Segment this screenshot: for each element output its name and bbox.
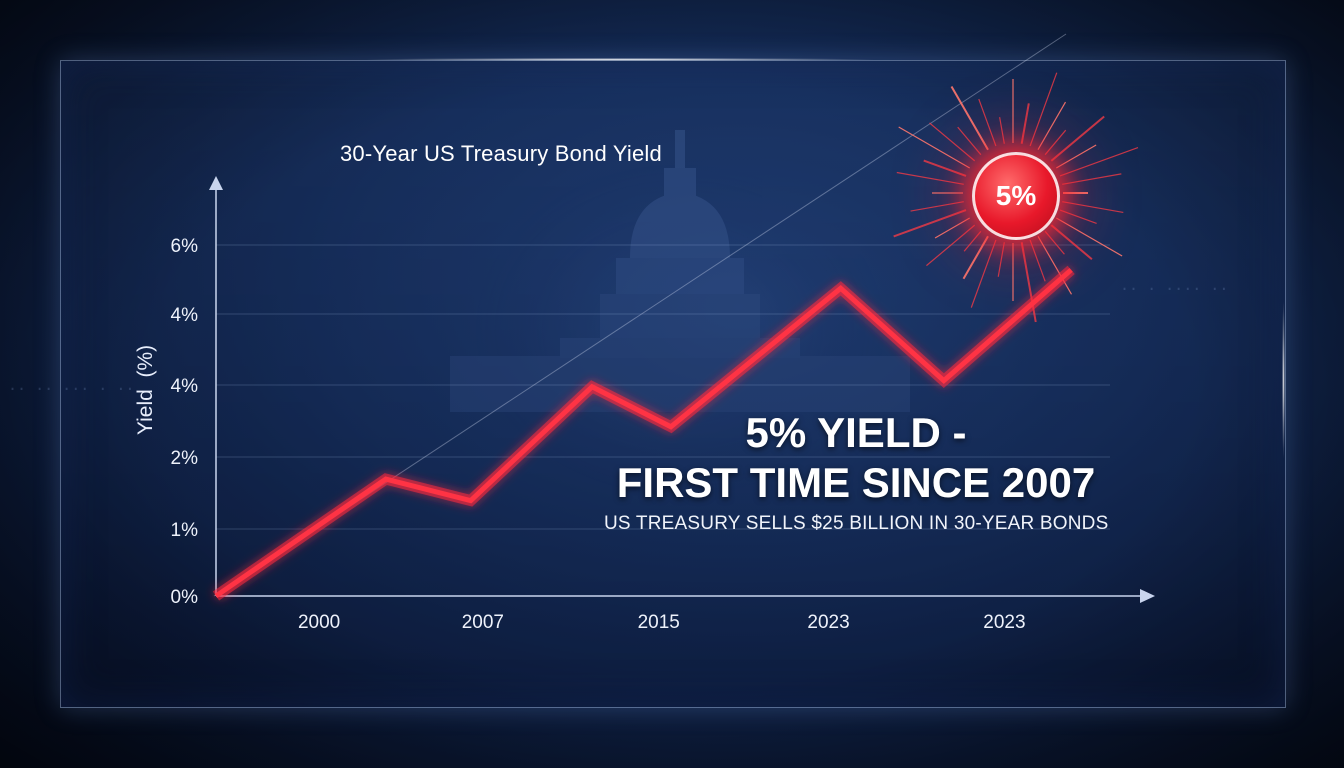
burst-ray xyxy=(1029,239,1046,282)
headline: 5% YIELD - FIRST TIME SINCE 2007 xyxy=(606,408,1106,508)
x-axis-arrow xyxy=(1140,589,1155,603)
burst-ray xyxy=(1037,236,1073,295)
subheadline: US TREASURY SELLS $25 BILLION IN 30-YEAR… xyxy=(604,513,1109,534)
highlight-badge: 5% xyxy=(972,152,1060,240)
x-tick-label: 2023 xyxy=(983,612,1025,633)
burst-ray xyxy=(1059,146,1139,177)
y-tick-label: 4% xyxy=(171,376,199,397)
burst-rays xyxy=(893,72,1139,323)
burst-ray xyxy=(1037,101,1067,150)
burst-ray xyxy=(963,230,982,252)
burst-ray xyxy=(1056,144,1097,169)
burst-ray xyxy=(962,235,989,280)
burst-ray xyxy=(997,242,1005,277)
x-tick-label: 2007 xyxy=(462,612,504,633)
y-tick-label: 0% xyxy=(171,587,199,608)
axes xyxy=(209,176,1155,603)
burst-ray xyxy=(999,117,1005,144)
burst-ray xyxy=(929,122,976,162)
headline-line-2: FIRST TIME SINCE 2007 xyxy=(616,459,1096,506)
panel-glow-top xyxy=(360,58,880,61)
x-tick-label: 2015 xyxy=(638,612,680,633)
burst-ray xyxy=(1029,72,1058,147)
y-axis-arrow xyxy=(209,176,223,190)
burst-ray xyxy=(1059,209,1097,225)
burst-ray xyxy=(1050,115,1105,162)
y-tick-label: 4% xyxy=(171,305,199,326)
x-tick-label: 2023 xyxy=(807,612,849,633)
burst-ray xyxy=(893,209,967,238)
background-ticker: ·· ·· ··· · ·· xyxy=(8,380,135,398)
burst-ray xyxy=(1044,129,1067,156)
burst-ray xyxy=(896,171,964,185)
burst-ray xyxy=(1050,224,1093,260)
y-tick-label: 1% xyxy=(171,520,199,541)
y-tick-label: 2% xyxy=(171,448,199,469)
burst-ray xyxy=(934,217,970,239)
series-group xyxy=(212,265,1075,601)
burst-ray xyxy=(970,239,997,308)
burst-ray xyxy=(926,224,976,267)
burst-ray xyxy=(923,159,967,177)
burst-ray xyxy=(1062,173,1122,185)
headline-line-1: 5% YIELD - xyxy=(745,409,967,456)
x-tick-labels: 2000 2007 2015 2023 2023 xyxy=(298,612,1026,633)
burst-ray xyxy=(1056,217,1123,257)
burst-ray xyxy=(1044,230,1065,255)
x-tick-label: 2000 xyxy=(298,612,340,633)
burst-ray xyxy=(898,126,970,169)
burst-ray xyxy=(910,201,964,212)
burst-ray xyxy=(950,85,989,151)
y-tick-labels: 0% 1% 2% 4% 4% 6% xyxy=(171,236,199,608)
chart-title: 30-Year US Treasury Bond Yield xyxy=(340,141,662,166)
background-ticker: ·· · ···· ·· xyxy=(1120,280,1229,298)
grid-lines xyxy=(216,244,1110,530)
burst-ray xyxy=(1062,201,1124,214)
y-axis-label: Yield (%) xyxy=(134,344,157,436)
burst-ray xyxy=(978,98,997,147)
y-tick-label: 6% xyxy=(171,236,199,257)
burst-ray xyxy=(957,126,982,156)
panel-glow-right xyxy=(1282,300,1285,460)
series-line xyxy=(214,267,1073,599)
burst-ray xyxy=(1020,103,1030,144)
capitol-silhouette xyxy=(450,130,910,500)
